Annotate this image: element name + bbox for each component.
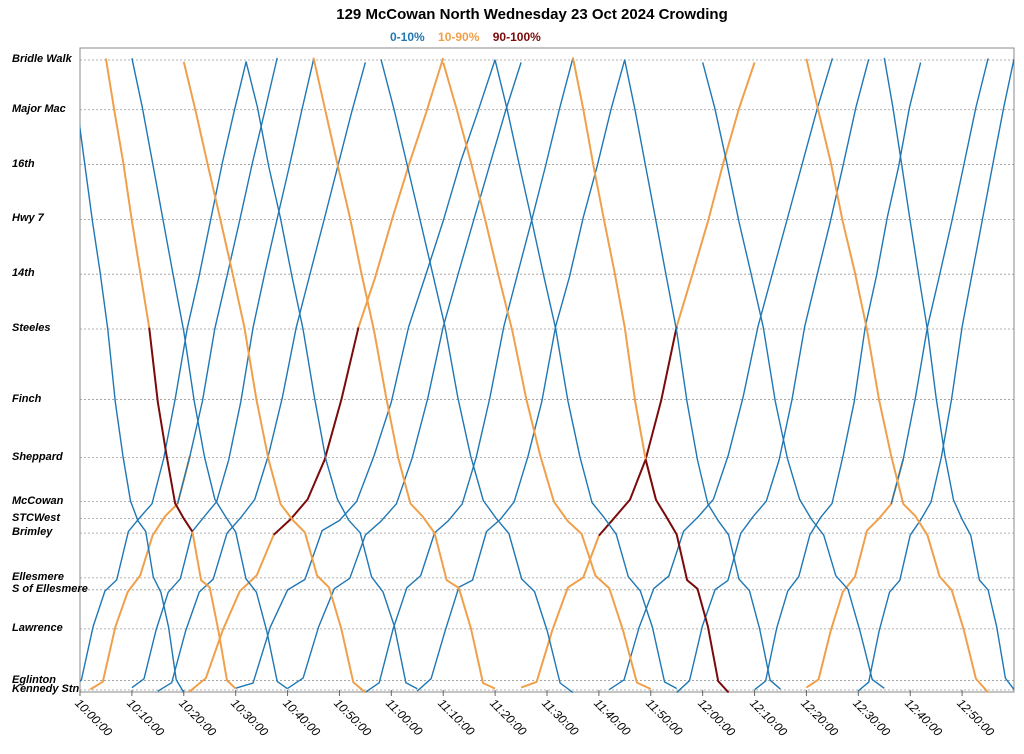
legend-item-low: 0-10% — [390, 30, 425, 44]
trip-line — [365, 57, 574, 693]
trip-line — [157, 62, 367, 692]
trip-line — [890, 58, 989, 505]
stop-label: 14th — [12, 267, 35, 280]
trip-line — [182, 61, 367, 694]
stop-label: Hwy 7 — [12, 212, 44, 225]
chart-title: 129 McCowan North Wednesday 23 Oct 2024 … — [336, 6, 728, 23]
trip-line — [624, 60, 781, 690]
stop-label: Sheppard — [12, 450, 63, 463]
trip-line — [676, 59, 870, 694]
trip-line — [131, 59, 315, 689]
stop-label: Bridle Walk — [12, 53, 72, 65]
trip-line — [416, 59, 626, 692]
trip-line — [805, 458, 905, 689]
trip-line — [191, 531, 237, 690]
trip-line — [131, 58, 289, 690]
trip-line — [80, 123, 185, 693]
stop-label: Ellesmere — [12, 570, 64, 583]
trip-line — [188, 534, 275, 693]
stop-label: Lawrence — [12, 621, 63, 634]
trip-line — [176, 57, 278, 504]
trip-line — [442, 62, 652, 690]
trip-line — [857, 58, 1014, 692]
stop-label: McCowan — [12, 494, 64, 507]
trip-line — [805, 58, 989, 694]
stop-label: Eglinton — [12, 673, 56, 686]
trip-line — [312, 57, 496, 690]
legend-item-mid: 10-90% — [438, 30, 480, 44]
trip-line — [883, 57, 1014, 690]
trip-line — [571, 57, 657, 501]
trip-line — [644, 458, 730, 694]
stop-label: STCWest — [12, 511, 61, 524]
stop-label: Major Mac — [12, 102, 66, 115]
stop-label: Kennedy Stn — [12, 683, 80, 695]
trip-line — [245, 61, 418, 690]
trip-line — [675, 62, 756, 327]
trip-line — [235, 59, 496, 689]
trip-line — [520, 535, 600, 689]
trip-line — [148, 327, 194, 533]
stop-label: 16th — [12, 157, 35, 170]
trip-line — [380, 59, 574, 694]
trip-line — [273, 327, 360, 536]
legend-item-high: 90-100% — [492, 30, 541, 44]
trip-line — [494, 59, 678, 690]
legend: 0-10% 10-90% 90-100% — [390, 30, 551, 44]
trip-line — [357, 57, 445, 328]
stop-label: Steeles — [12, 322, 51, 334]
trip-line — [598, 326, 678, 537]
trip-line — [754, 62, 922, 691]
trip-line — [702, 62, 885, 689]
stop-label: Brimley — [12, 526, 53, 539]
trip-line — [80, 62, 247, 683]
trip-line — [104, 58, 151, 328]
stop-label: Finch — [12, 392, 42, 405]
stop-label: S of Ellesmere — [12, 582, 88, 595]
trip-line — [89, 455, 191, 691]
